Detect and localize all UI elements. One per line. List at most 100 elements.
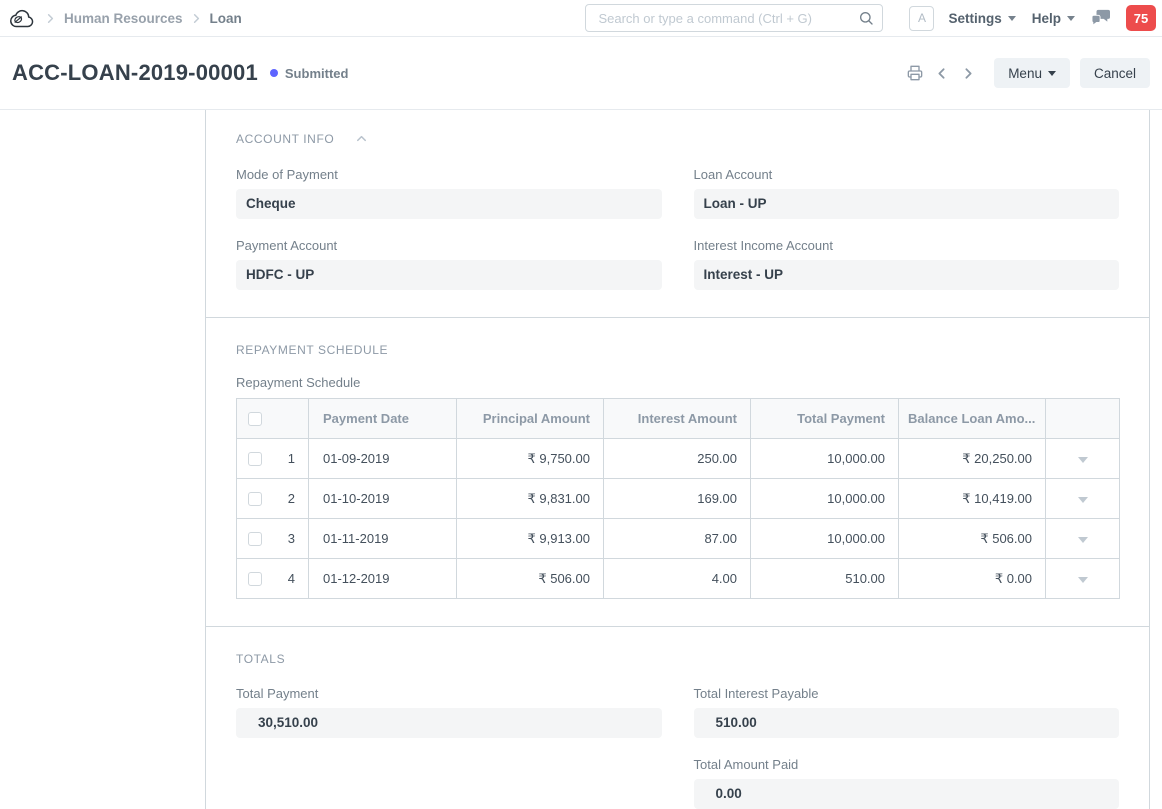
section-repayment-schedule: REPAYMENT SCHEDULE Repayment Schedule Pa… [206, 318, 1149, 627]
chevron-left-icon [933, 65, 950, 82]
app-logo[interactable] [10, 9, 35, 28]
field-label: Loan Account [693, 167, 773, 182]
table-row[interactable]: 4 01-12-2019 ₹ 506.00 4.00 510.00 ₹ 0.00 [236, 558, 1120, 599]
navbar-right: A Settings Help 75 [585, 4, 1156, 32]
notifications-badge[interactable]: 75 [1126, 5, 1156, 31]
section-heading-repayment-schedule: REPAYMENT SCHEDULE [236, 343, 389, 357]
search-icon[interactable] [858, 10, 874, 29]
caret-down-icon[interactable] [1077, 537, 1088, 543]
repayment-schedule-table: Payment Date Principal Amount Interest A… [236, 398, 1120, 599]
navbar: Human Resources Loan A Settings Help 75 [0, 0, 1162, 37]
cell-balance-loan-amount[interactable]: ₹ 10,419.00 [898, 478, 1046, 519]
table-row[interactable]: 2 01-10-2019 ₹ 9,831.00 169.00 10,000.00… [236, 478, 1120, 519]
breadcrumb: Human Resources Loan [10, 9, 242, 28]
row-index: 4 [272, 558, 309, 599]
table-row[interactable]: 1 01-09-2019 ₹ 9,750.00 250.00 10,000.00… [236, 438, 1120, 479]
cell-payment-date[interactable]: 01-11-2019 [308, 518, 457, 559]
menu-label: Menu [1008, 65, 1042, 81]
global-search [585, 4, 884, 32]
user-avatar[interactable]: A [909, 5, 935, 31]
cell-total-payment[interactable]: 510.00 [750, 558, 899, 599]
status-label: Submitted [284, 65, 349, 81]
section-totals: TOTALS Total Payment 30,510.00 Total Int… [206, 627, 1149, 809]
cell-principal-amount[interactable]: ₹ 506.00 [456, 558, 604, 599]
help-label: Help [1031, 10, 1061, 26]
chevron-up-icon [344, 131, 369, 146]
form-sidebar [0, 110, 205, 809]
column-header-balance-loan-amount[interactable]: Balance Loan Amo... [898, 398, 1046, 439]
column-header-index [272, 398, 309, 439]
section-toggle-account-info[interactable]: ACCOUNT INFO [236, 131, 1119, 146]
chat-icon[interactable] [1091, 9, 1111, 27]
page-title: ACC-LOAN-2019-00001 [12, 60, 258, 85]
settings-menu[interactable]: Settings [948, 10, 1016, 26]
next-document-button[interactable] [957, 62, 980, 85]
cell-payment-date[interactable]: 01-12-2019 [308, 558, 457, 599]
page-head: ACC-LOAN-2019-00001 Submitted Menu Cance… [0, 37, 1162, 110]
field-loan-account: Loan Account Loan - UP [693, 167, 1119, 219]
section-toggle-totals[interactable]: TOTALS [236, 652, 1119, 666]
section-heading-account-info: ACCOUNT INFO [236, 131, 335, 146]
row-checkbox[interactable] [248, 531, 262, 546]
field-value: HDFC - UP [236, 260, 662, 290]
cell-interest-amount[interactable]: 169.00 [603, 478, 751, 519]
field-payment-account: Payment Account HDFC - UP [236, 238, 662, 290]
settings-label: Settings [948, 10, 1002, 26]
row-checkbox[interactable] [248, 491, 262, 506]
field-label: Total Amount Paid [693, 757, 799, 772]
row-checkbox[interactable] [248, 571, 262, 586]
select-all-checkbox[interactable] [248, 411, 262, 426]
cell-principal-amount[interactable]: ₹ 9,913.00 [456, 518, 604, 559]
field-value: Loan - UP [693, 189, 1119, 219]
table-row[interactable]: 3 01-11-2019 ₹ 9,913.00 87.00 10,000.00 … [236, 518, 1120, 559]
field-label: Payment Account [236, 238, 338, 253]
column-header-payment-date[interactable]: Payment Date [308, 398, 457, 439]
menu-button[interactable]: Menu [994, 58, 1070, 88]
status-dot-icon [269, 69, 278, 77]
breadcrumb-human-resources[interactable]: Human Resources [64, 10, 183, 26]
cell-balance-loan-amount[interactable]: ₹ 0.00 [898, 558, 1046, 599]
row-index: 2 [272, 478, 309, 519]
field-value: 510.00 [693, 708, 1119, 738]
cell-payment-date[interactable]: 01-09-2019 [308, 438, 457, 479]
cell-payment-date[interactable]: 01-10-2019 [308, 478, 457, 519]
cell-balance-loan-amount[interactable]: ₹ 20,250.00 [898, 438, 1046, 479]
table-header-row: Payment Date Principal Amount Interest A… [236, 398, 1120, 439]
field-total-amount-paid: Total Amount Paid 0.00 [693, 757, 1119, 809]
cell-interest-amount[interactable]: 4.00 [603, 558, 751, 599]
printer-icon [907, 65, 923, 81]
column-header-interest-amount[interactable]: Interest Amount [603, 398, 751, 439]
caret-down-icon[interactable] [1077, 457, 1088, 463]
breadcrumb-loan[interactable]: Loan [209, 10, 242, 26]
cell-balance-loan-amount[interactable]: ₹ 506.00 [898, 518, 1046, 559]
cancel-button[interactable]: Cancel [1079, 58, 1150, 88]
row-checkbox[interactable] [248, 451, 262, 466]
search-input[interactable] [585, 4, 884, 32]
chevron-down-icon [1067, 15, 1075, 21]
cell-interest-amount[interactable]: 87.00 [603, 518, 751, 559]
caret-down-icon[interactable] [1077, 497, 1088, 503]
column-header-total-payment[interactable]: Total Payment [750, 398, 899, 439]
row-menu-cell [1045, 478, 1120, 519]
field-total-interest-payable: Total Interest Payable 510.00 [693, 686, 1119, 738]
cell-total-payment[interactable]: 10,000.00 [750, 518, 899, 559]
prev-document-button[interactable] [930, 62, 953, 85]
status-badge: Submitted [269, 65, 349, 81]
cell-total-payment[interactable]: 10,000.00 [750, 478, 899, 519]
field-total-payment: Total Payment 30,510.00 [236, 686, 662, 738]
cell-interest-amount[interactable]: 250.00 [603, 438, 751, 479]
cell-principal-amount[interactable]: ₹ 9,750.00 [456, 438, 604, 479]
row-menu-cell [1045, 558, 1120, 599]
page-actions: Menu Cancel [904, 58, 1150, 88]
section-heading-totals: TOTALS [236, 652, 286, 666]
section-toggle-repayment-schedule[interactable]: REPAYMENT SCHEDULE [236, 343, 1119, 357]
column-header-principal-amount[interactable]: Principal Amount [456, 398, 604, 439]
help-menu[interactable]: Help [1032, 11, 1075, 26]
field-mode-of-payment: Mode of Payment Cheque [236, 167, 662, 219]
cell-principal-amount[interactable]: ₹ 9,831.00 [456, 478, 604, 519]
section-account-info: ACCOUNT INFO Mode of Payment Cheque Paym… [206, 110, 1149, 318]
print-button[interactable] [904, 62, 926, 84]
cell-total-payment[interactable]: 10,000.00 [750, 438, 899, 479]
caret-down-icon[interactable] [1077, 577, 1088, 583]
form-area: ACCOUNT INFO Mode of Payment Cheque Paym… [205, 110, 1150, 809]
